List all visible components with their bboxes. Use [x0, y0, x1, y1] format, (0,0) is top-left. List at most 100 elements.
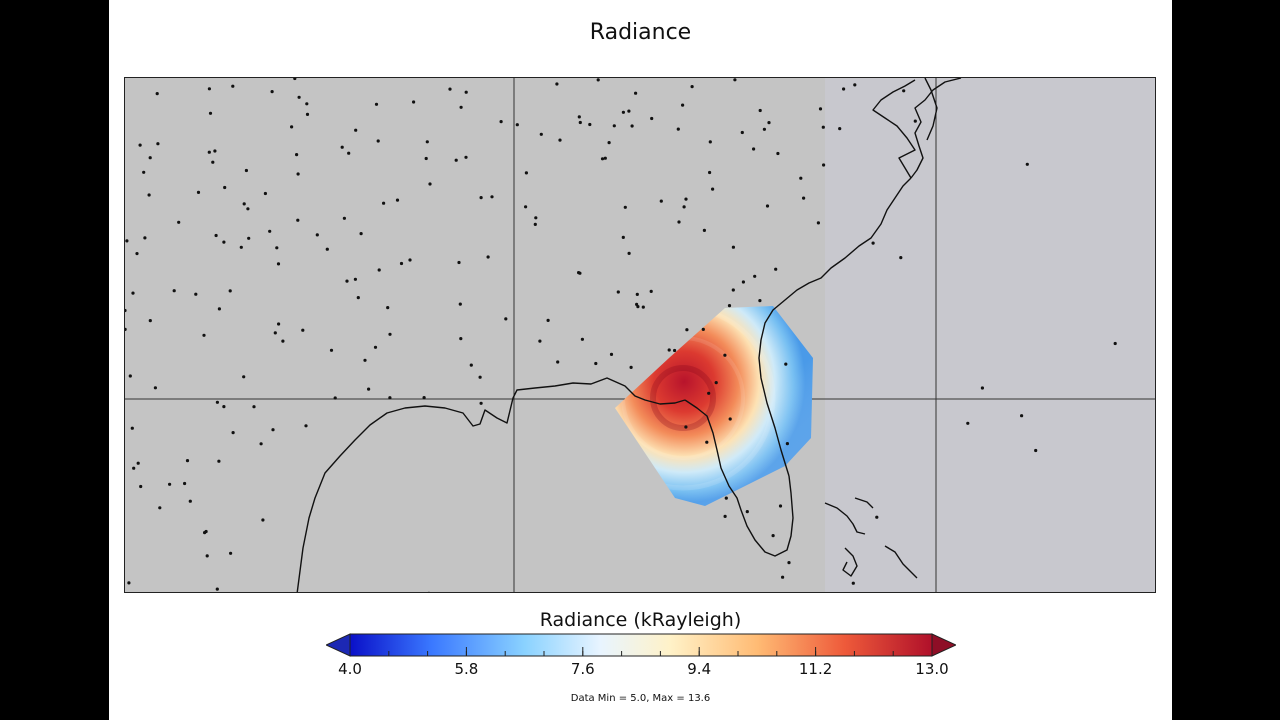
station-dot [202, 333, 206, 337]
station-dot [627, 251, 631, 255]
station-dot [594, 361, 598, 366]
station-dot [203, 531, 207, 535]
station-dot [538, 339, 542, 343]
station-dot [296, 172, 300, 176]
colorbar-tick-label: 9.4 [687, 660, 712, 678]
station-dot [382, 201, 386, 205]
station-dot [295, 153, 299, 157]
station-dot [459, 337, 463, 341]
station-dot [785, 442, 790, 446]
station-dot [329, 348, 334, 352]
station-dot [588, 122, 592, 127]
station-dot [177, 220, 181, 224]
colorbar-under-arrow [326, 633, 351, 657]
station-dot [354, 128, 358, 132]
data-range-text: Data Min = 5.0, Max = 13.6 [570, 693, 711, 704]
station-dot [578, 120, 582, 125]
station-dot [172, 289, 176, 293]
station-dot [740, 130, 744, 135]
station-dot [183, 481, 187, 486]
station-dot [427, 591, 430, 592]
station-dot [305, 112, 310, 116]
station-dot [731, 288, 735, 292]
station-dot [448, 87, 452, 91]
station-dot [340, 145, 344, 149]
station-dot [838, 127, 842, 131]
station-dot [767, 121, 771, 125]
station-dot [142, 170, 146, 174]
station-dot [208, 111, 213, 115]
station-dot [207, 150, 211, 154]
station-dot [464, 90, 468, 94]
station-dot [478, 375, 482, 379]
station-dot [428, 182, 432, 186]
station-dot [347, 151, 351, 155]
station-dot [125, 327, 127, 331]
station-dot [682, 205, 686, 209]
station-dot [188, 499, 192, 503]
station-dot [231, 84, 235, 88]
station-dot [771, 534, 775, 538]
station-dot [623, 205, 627, 209]
station-dot [194, 292, 198, 296]
station-dot [367, 387, 371, 391]
station-dot [125, 308, 127, 313]
station-dot [228, 289, 232, 293]
colorbar-tick-label: 5.8 [454, 660, 479, 678]
station-dot [242, 202, 246, 206]
station-dot [799, 176, 803, 180]
station-dot [281, 339, 285, 343]
station-dot [821, 125, 825, 129]
station-dot [708, 140, 712, 144]
station-dot [667, 348, 671, 352]
station-dot [966, 421, 970, 425]
station-dot [650, 116, 654, 121]
station-dot [787, 561, 791, 565]
station-dot [609, 352, 614, 356]
station-dot [304, 424, 308, 428]
station-dot [504, 317, 508, 321]
station-dot [1020, 414, 1024, 418]
colorbar [326, 633, 956, 657]
station-dot [244, 168, 248, 173]
station-dot [128, 374, 132, 378]
station-dot [270, 90, 274, 94]
station-dot [728, 417, 732, 421]
station-dot [539, 132, 543, 136]
station-dot [263, 191, 267, 196]
station-dot [242, 375, 246, 379]
station-dot [851, 581, 855, 585]
station-dot [676, 127, 680, 131]
station-dot [305, 102, 309, 106]
station-dot [1113, 341, 1117, 346]
station-dot [673, 348, 677, 353]
station-dot [217, 459, 221, 463]
station-dot [1034, 448, 1038, 453]
station-dot [168, 482, 172, 486]
station-dot [156, 142, 160, 146]
station-dot [353, 277, 357, 281]
station-dot [758, 299, 762, 303]
station-dot [629, 365, 633, 369]
station-dot [580, 337, 584, 341]
station-dot [745, 510, 749, 514]
station-dot [479, 196, 483, 200]
station-dot [902, 89, 906, 93]
station-dot [690, 85, 694, 89]
station-dot [781, 575, 785, 579]
station-dot [424, 156, 428, 161]
station-dot [486, 255, 490, 259]
station-dot [677, 220, 681, 224]
station-dot [185, 459, 190, 463]
station-dot [214, 233, 218, 238]
station-dot [515, 123, 519, 127]
station-dot [627, 109, 631, 113]
station-dot [556, 360, 560, 364]
station-dot [533, 222, 537, 226]
station-dot [356, 296, 360, 300]
station-dot [616, 290, 620, 294]
station-dot [727, 304, 732, 308]
station-dot [268, 229, 272, 233]
station-dot [132, 466, 136, 470]
station-dot [578, 271, 582, 275]
